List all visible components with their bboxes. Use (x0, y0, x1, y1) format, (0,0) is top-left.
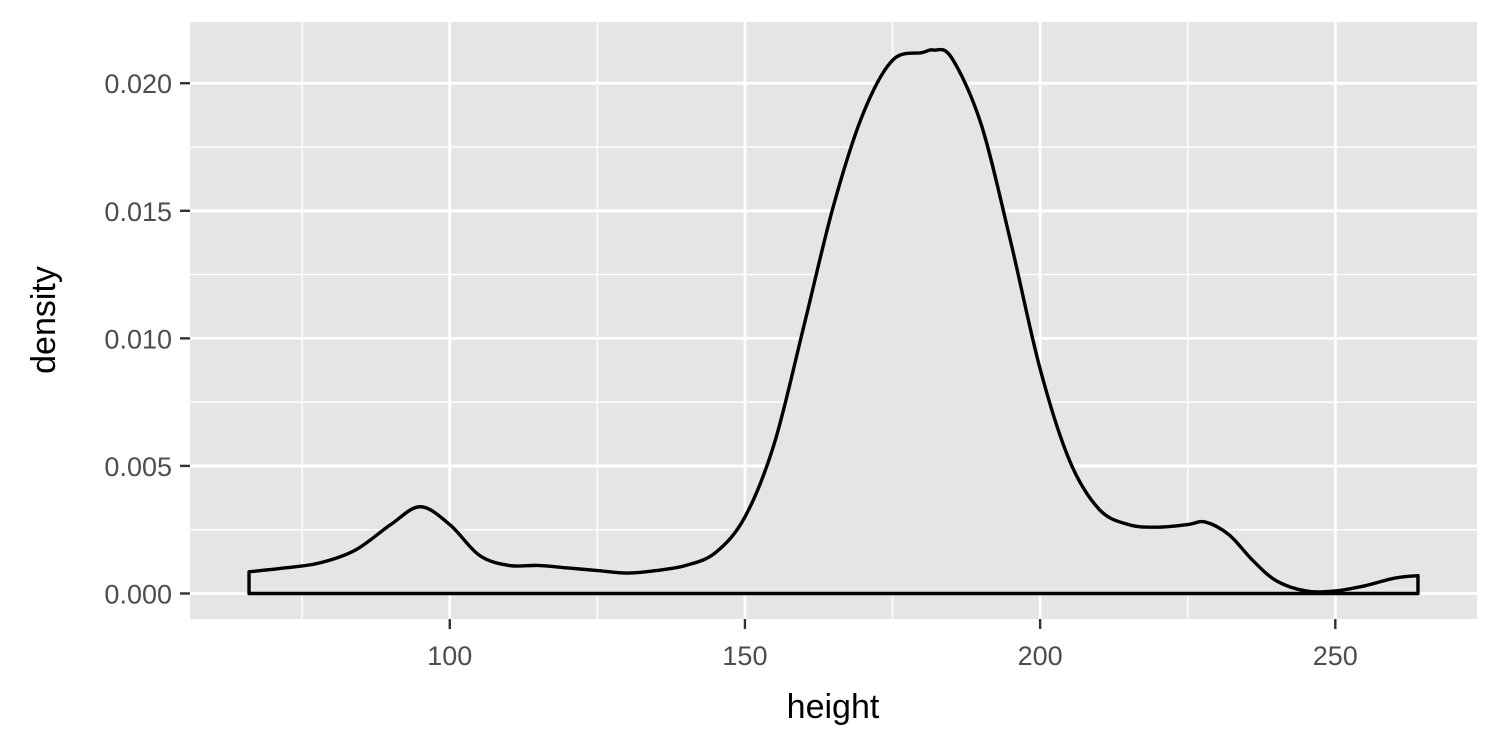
y-tick-label: 0.010 (104, 324, 172, 354)
x-axis-title: height (787, 688, 880, 726)
x-tick-label: 150 (722, 641, 767, 671)
density-area (247, 47, 1420, 596)
y-tick-label: 0.020 (104, 69, 172, 99)
y-tick-label: 0.015 (104, 197, 172, 227)
y-axis-title: density (25, 266, 63, 374)
x-tick-label: 100 (427, 641, 472, 671)
y-tick-label: 0.000 (104, 579, 172, 609)
x-tick-label: 250 (1313, 641, 1358, 671)
y-axis: 0.000 0.005 0.010 0.015 0.020 (104, 69, 190, 609)
x-axis: 100 150 200 250 (427, 619, 1358, 671)
y-tick-label: 0.005 (104, 452, 172, 482)
x-tick-label: 200 (1018, 641, 1063, 671)
